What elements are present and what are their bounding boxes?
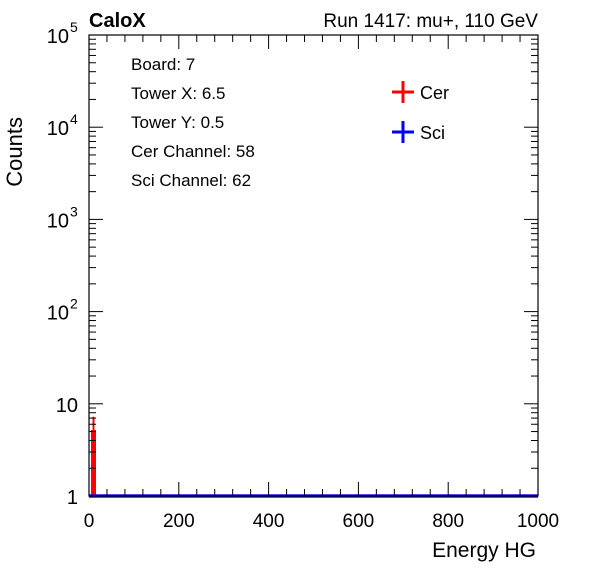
y-tick-label: 1 [67, 487, 78, 509]
y-tick-exponent: 3 [70, 203, 78, 219]
y-tick-label: 10 [47, 118, 69, 140]
x-tick-label: 1000 [517, 511, 559, 532]
info-tower-x: Tower X: 6.5 [131, 84, 226, 103]
y-axis-title: Counts [2, 117, 27, 187]
y-tick-label: 10 [56, 395, 78, 417]
info-sci-channel: Sci Channel: 62 [131, 171, 251, 190]
brand-label: CaloX [89, 10, 146, 32]
y-tick-exponent: 2 [70, 296, 78, 312]
y-tick-exponent: 5 [70, 19, 78, 35]
x-tick-label: 600 [343, 511, 375, 532]
legend-sci-label: Sci [420, 123, 445, 143]
x-tick-label: 800 [432, 511, 464, 532]
y-tick-exponent: 4 [70, 111, 78, 127]
info-tower-y: Tower Y: 0.5 [131, 113, 224, 132]
x-tick-label: 0 [84, 511, 95, 532]
run-info-label: Run 1417: mu+, 110 GeV [323, 11, 538, 32]
x-tick-label: 400 [253, 511, 285, 532]
legend: Cer Sci [392, 81, 449, 143]
y-tick-label: 10 [47, 210, 69, 232]
info-cer-channel: Cer Channel: 58 [131, 142, 255, 161]
y-tick-label: 10 [47, 303, 69, 325]
plot-frame [88, 34, 539, 497]
info-box: Board: 7 Tower X: 6.5 Tower Y: 0.5 Cer C… [131, 55, 255, 190]
y-tick-label: 10 [47, 26, 69, 48]
legend-cer-label: Cer [420, 83, 449, 103]
x-axis-title: Energy HG [432, 539, 536, 562]
info-board: Board: 7 [131, 55, 195, 74]
x-tick-label: 200 [163, 511, 195, 532]
